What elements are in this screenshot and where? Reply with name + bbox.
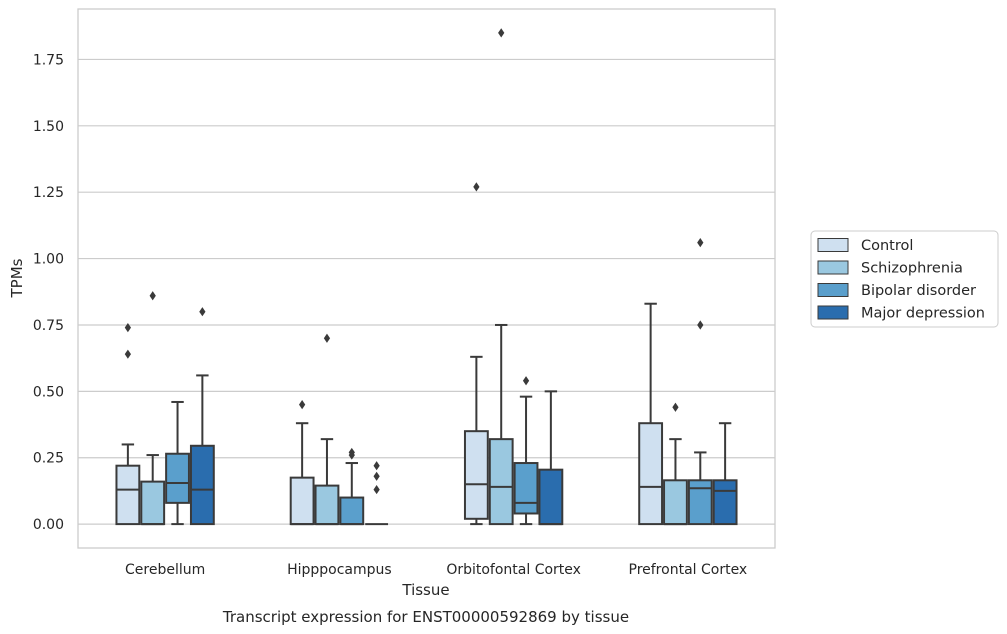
outlier-point: [323, 333, 331, 343]
box-bipolar-disorder: [165, 400, 190, 526]
box-control: [289, 400, 315, 526]
box-control: [463, 182, 489, 526]
box-schizophrenia: [140, 291, 166, 526]
box-major-depression: [189, 307, 215, 526]
outlier-point: [299, 400, 306, 410]
y-axis-title: TPMs: [8, 258, 26, 298]
legend-label: Schizophrenia: [861, 261, 963, 277]
x-tick-label: Prefrontal Cortex: [629, 562, 748, 578]
outlier-point: [522, 376, 530, 386]
outlier-point: [124, 349, 132, 359]
outlier-point: [373, 471, 380, 481]
x-axis-title: Tissue: [401, 581, 449, 599]
outlier-point: [373, 461, 380, 471]
box: [115, 464, 141, 526]
outlier-point: [473, 182, 480, 192]
legend-label: Major depression: [861, 306, 985, 322]
legend-swatch: [817, 305, 849, 320]
outlier-point: [697, 320, 704, 330]
box-groups: [115, 28, 738, 526]
y-tick-label: 0.00: [33, 517, 64, 533]
box-group: [463, 28, 564, 526]
box-major-depression: [538, 390, 564, 526]
box-schizophrenia: [663, 402, 688, 526]
legend-item: Bipolar disorder: [817, 283, 976, 299]
y-tick-label: 0.75: [33, 318, 64, 334]
chart-caption: Transcript expression for ENST0000059286…: [222, 608, 629, 626]
box: [513, 462, 539, 515]
box-schizophrenia: [488, 28, 514, 526]
y-tick-labels: 0.00 0.25 0.50 0.75 1.00 1.25 1.50 1.75: [33, 52, 64, 533]
box: [488, 438, 514, 526]
legend-item: Major depression: [817, 305, 985, 322]
box-major-depression: [365, 461, 389, 526]
outlier-point: [348, 447, 355, 458]
box: [165, 452, 190, 504]
outlier-point: [672, 402, 679, 412]
legend-label: Bipolar disorder: [861, 283, 976, 299]
legend-swatch: [817, 238, 849, 252]
legend-item: Schizophrenia: [817, 260, 963, 277]
box-bipolar-disorder: [687, 238, 713, 526]
outlier-point: [697, 238, 704, 248]
box: [663, 479, 688, 526]
box-group: [638, 238, 738, 526]
y-tick-label: 1.25: [33, 185, 64, 201]
box-major-depression: [712, 422, 738, 526]
y-tick-label: 1.50: [33, 119, 64, 135]
x-tick-label: Orbitofontal Cortex: [446, 562, 581, 578]
box-schizophrenia: [314, 333, 340, 526]
box-control: [638, 302, 664, 526]
legend-swatch: [817, 283, 849, 297]
box-bipolar-disorder: [513, 376, 539, 526]
legend-label: Control: [861, 238, 913, 254]
box-bipolar-disorder: [339, 447, 365, 526]
legend-swatch: [817, 260, 849, 275]
box-group: [115, 291, 215, 526]
box: [638, 422, 664, 526]
outlier-point: [199, 307, 206, 317]
legend-frame: [810, 230, 999, 328]
x-tick-labels: Cerebellum Hipppocampus Orbitofontal Corte…: [125, 562, 747, 578]
y-tick-label: 0.50: [33, 384, 64, 400]
y-tick-label: 1.00: [33, 252, 64, 268]
plot-frame: [77, 8, 776, 549]
box: [339, 496, 365, 526]
outlier-point: [149, 291, 156, 301]
legend: Control Schizophrenia Bipolar disorder Majo…: [810, 230, 999, 328]
x-tick-label: Hipppocampus: [287, 562, 392, 578]
box: [289, 476, 315, 526]
outlier-point: [373, 484, 380, 495]
legend-item: Control: [817, 238, 913, 254]
box: [538, 468, 564, 526]
box: [712, 479, 738, 526]
box: [189, 444, 215, 526]
y-tick-label: 0.25: [33, 451, 64, 467]
box: [463, 430, 489, 520]
x-tick-label: Cerebellum: [125, 562, 205, 578]
box: [140, 480, 166, 526]
box-control: [115, 323, 141, 526]
y-tick-label: 1.75: [33, 52, 64, 68]
outlier-point: [124, 323, 132, 333]
outlier-point: [498, 28, 505, 38]
box: [314, 484, 340, 526]
box: [687, 479, 713, 526]
box-group: [289, 333, 389, 526]
